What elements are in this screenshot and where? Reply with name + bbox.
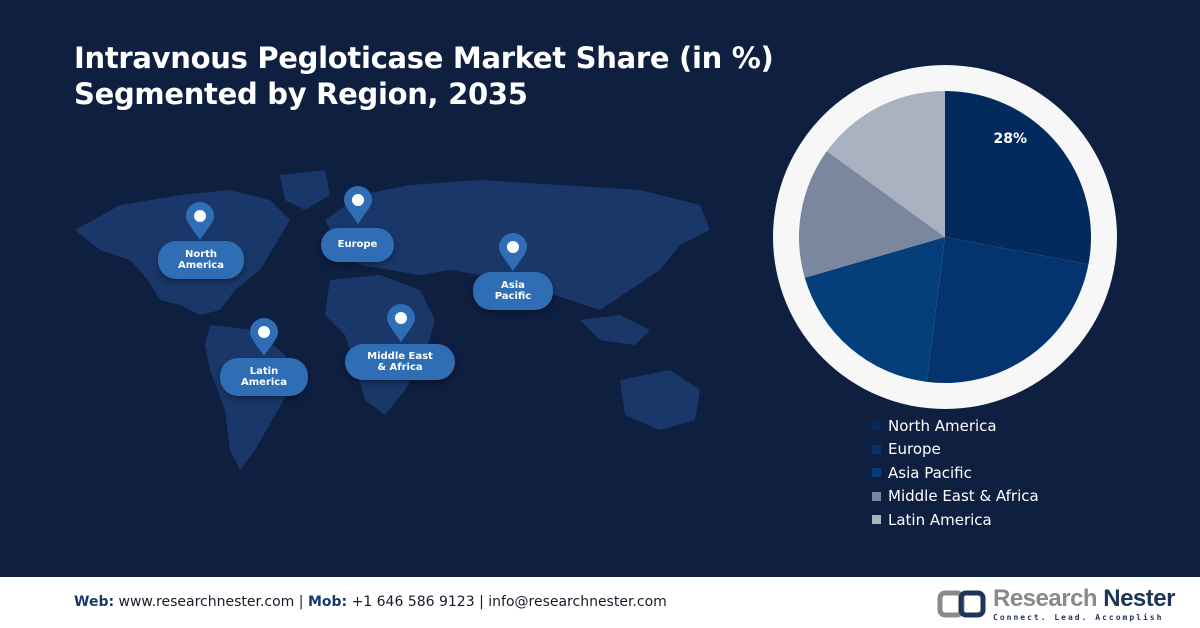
legend-label: Middle East & Africa [888,487,1039,506]
legend-swatch [872,491,881,501]
chart-title: Intravnous Pegloticase Market Share (in … [74,40,774,113]
logo-name-b: Nester [1103,585,1175,612]
legend-item: Asia Pacific [872,461,1039,485]
legend-swatch [872,515,881,525]
logo-name-a: Research [993,585,1098,612]
legend-swatch [872,468,881,478]
map-australia [620,370,700,430]
legend-label: North America [888,416,997,435]
title-line-2: Segmented by Region, 2035 [74,77,528,112]
map-southeast-asia [580,315,650,345]
logo: Research Nester Connect. Lead. Accomplis… [937,585,1175,622]
legend-item: North America [872,414,1039,438]
location-pin-icon [342,186,374,226]
legend-label: Latin America [888,510,992,529]
mob-label: Mob: [307,594,348,610]
legend-item: Europe [872,438,1039,462]
contact-info: Web: www.researchnester.com | Mob: +1 64… [74,594,667,610]
email-link[interactable]: info@researchnester.com [488,594,667,610]
pie-slice-latin-america [826,91,945,237]
legend: North America Europe Asia Pacific Middle Ea… [872,414,1039,532]
location-pin-icon [184,202,216,242]
web-link[interactable]: www.researchnester.com [118,594,295,610]
pie-slice-asia-pacific [804,237,945,382]
pie-slice-middle-east-africa [799,151,945,278]
location-pin-icon [385,304,417,344]
legend-label: Europe [888,440,941,459]
legend-label: Asia Pacific [888,463,972,482]
map-greenland [280,170,330,210]
location-pin-icon [497,233,529,273]
title-line-1: Intravnous Pegloticase Market Share (in … [74,41,774,75]
web-label: Web: [74,594,115,610]
pie-slice-north-america [945,91,1091,265]
legend-swatch [872,444,881,454]
map-label: Middle East & Africa [345,344,455,380]
map-label: Europe [321,228,394,262]
map-label: Asia Pacific [473,272,553,310]
logo-tagline: Connect. Lead. Accomplish [993,613,1164,622]
map-label: North America [158,241,244,279]
pie-chart: 28% [773,65,1117,409]
legend-item: Latin America [872,508,1039,532]
footer: Web: www.researchnester.com | Mob: +1 64… [0,577,1200,628]
pie-slice-europe [926,237,1089,383]
pie-data-label: 28% [993,131,1027,147]
logo-icon [937,590,986,617]
location-pin-icon [248,318,280,358]
legend-item: Middle East & Africa [872,485,1039,509]
map-label: Latin America [220,358,308,396]
legend-swatch [872,421,881,431]
phone: +1 646 586 9123 [351,594,475,610]
